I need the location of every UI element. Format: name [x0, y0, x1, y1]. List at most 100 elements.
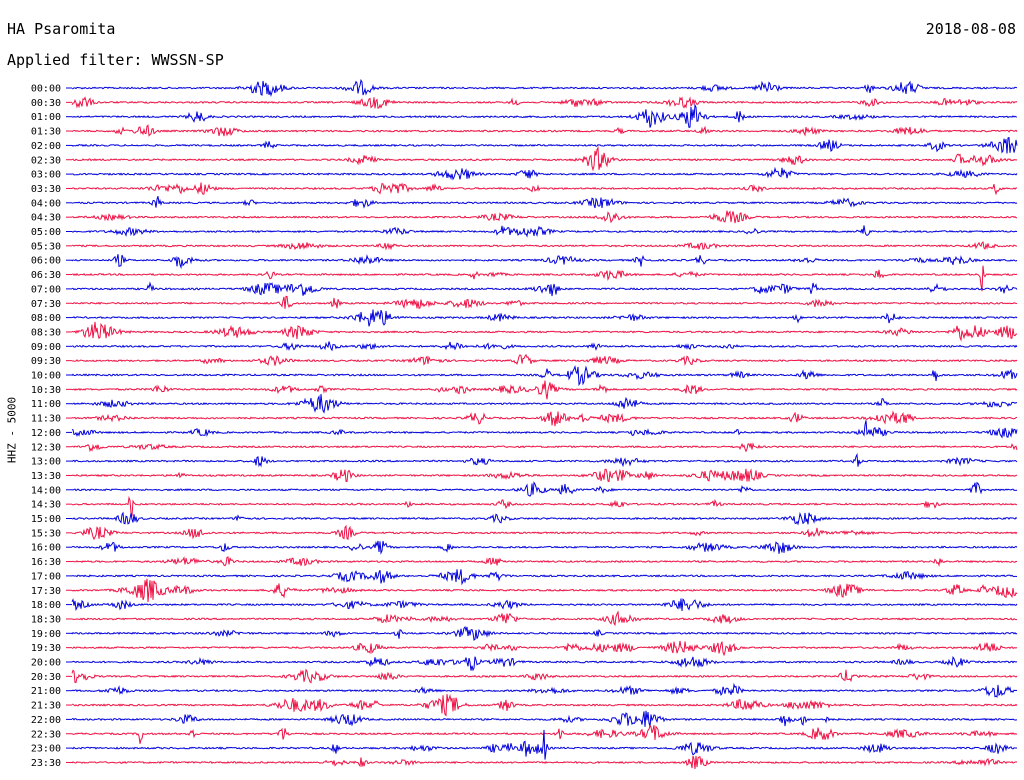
- trace-row: [71, 442, 1018, 453]
- row-label: 04:30: [31, 213, 61, 224]
- trace-row: [71, 640, 1018, 657]
- trace-row: [71, 540, 1018, 555]
- trace-row: [71, 254, 1018, 270]
- trace-row: [71, 556, 1018, 568]
- trace-row: [71, 225, 1018, 238]
- row-label: 16:30: [31, 557, 61, 568]
- trace-row: [71, 210, 1018, 224]
- row-label: 20:00: [31, 658, 61, 669]
- row-label: 02:00: [31, 141, 61, 152]
- row-label: 13:00: [31, 457, 61, 468]
- trace-row: [71, 668, 1018, 684]
- row-label: 11:30: [31, 414, 61, 425]
- record-date: 2018-08-08: [925, 20, 1016, 38]
- row-label: 09:30: [31, 356, 61, 367]
- row-label: 04:00: [31, 198, 61, 209]
- row-label: 02:30: [31, 155, 61, 166]
- trace-row: [71, 625, 1018, 641]
- trace-row: [71, 136, 1018, 154]
- trace-row: [71, 420, 1018, 439]
- trace-row: [72, 341, 1018, 352]
- row-label: 05:30: [31, 241, 61, 252]
- row-label: 12:00: [31, 428, 61, 439]
- trace-row: [71, 755, 1017, 769]
- row-label: 22:00: [31, 715, 61, 726]
- row-label: 05:00: [31, 227, 61, 238]
- trace-row: [71, 103, 1018, 129]
- row-label: 10:30: [31, 385, 61, 396]
- row-label: 09:00: [31, 342, 61, 353]
- trace-row: [72, 281, 1018, 297]
- trace-row: [71, 353, 1018, 367]
- row-label: 14:30: [31, 500, 61, 511]
- trace-row: [71, 380, 1018, 400]
- trace-row: [71, 729, 1018, 760]
- station-title: HA Psaromita: [7, 20, 116, 38]
- row-label: 00:00: [31, 84, 61, 95]
- trace-row: [71, 468, 1018, 483]
- row-label: 07:30: [31, 299, 61, 310]
- row-label: 18:30: [31, 614, 61, 625]
- row-label: 06:30: [31, 270, 61, 281]
- trace-row: [71, 182, 1017, 196]
- trace-row: [71, 511, 1018, 526]
- trace-row: [71, 524, 1018, 541]
- row-label: 19:30: [31, 643, 61, 654]
- trace-row: [71, 96, 1018, 109]
- row-label: 21:30: [31, 701, 61, 712]
- trace-row: [71, 241, 1018, 251]
- filter-label: Applied filter: WWSSN-SP: [7, 51, 224, 69]
- trace-row: [71, 578, 1018, 603]
- row-label: 12:30: [31, 442, 61, 453]
- row-label: 01:00: [31, 112, 61, 123]
- row-label: 17:30: [31, 586, 61, 597]
- row-label: 08:00: [31, 313, 61, 324]
- row-label: 19:00: [31, 629, 61, 640]
- row-label: 16:00: [31, 543, 61, 554]
- trace-row: [71, 166, 1018, 181]
- trace-row: [71, 78, 1018, 97]
- trace-row: [71, 124, 1018, 137]
- row-label: 11:00: [31, 399, 61, 410]
- trace-row: [71, 146, 1018, 172]
- row-label: 07:00: [31, 284, 61, 295]
- trace-row: [71, 710, 1017, 728]
- trace-row: [71, 598, 1018, 612]
- trace-row: [71, 196, 1018, 209]
- trace-group: [66, 78, 1018, 769]
- trace-row: [71, 693, 1018, 717]
- trace-row: [71, 452, 1018, 468]
- trace-row: [72, 321, 1018, 342]
- row-label: 17:00: [31, 571, 61, 582]
- row-label: 21:00: [31, 686, 61, 697]
- trace-row: [71, 610, 1018, 627]
- row-label: 15:00: [31, 514, 61, 525]
- row-label: 23:30: [31, 758, 61, 769]
- row-label-group: 00:00 00:30 01:00 01:30 02:00 02:30 03:00 03:30…: [31, 84, 61, 769]
- trace-row: [71, 569, 1018, 586]
- row-label: 01:30: [31, 127, 61, 138]
- trace-row: [71, 495, 1017, 517]
- trace-row: [71, 682, 1018, 698]
- row-label: 03:30: [31, 184, 61, 195]
- row-label: 22:30: [31, 729, 61, 740]
- row-label: 20:30: [31, 672, 61, 683]
- row-label: 14:00: [31, 485, 61, 496]
- row-label: 08:30: [31, 327, 61, 338]
- trace-row: [71, 394, 1018, 414]
- trace-row: [71, 364, 1018, 387]
- row-label: 13:30: [31, 471, 61, 482]
- row-label: 15:30: [31, 528, 61, 539]
- row-label: 00:30: [31, 98, 61, 109]
- trace-row: [72, 265, 1018, 292]
- trace-row: [71, 481, 1018, 497]
- row-label: 23:00: [31, 744, 61, 755]
- trace-row: [71, 656, 1018, 672]
- row-label: 03:00: [31, 170, 61, 181]
- row-label: 10:00: [31, 371, 61, 382]
- trace-row: [71, 309, 1018, 327]
- row-label: 18:00: [31, 600, 61, 611]
- trace-row: [71, 295, 1018, 310]
- row-label: 06:00: [31, 256, 61, 267]
